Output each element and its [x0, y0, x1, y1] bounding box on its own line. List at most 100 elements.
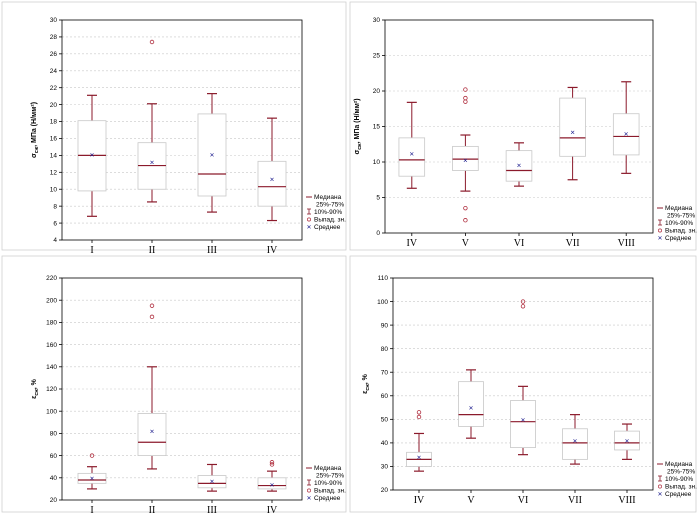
category-label: VIII: [618, 495, 635, 506]
category-label: VI: [518, 495, 529, 506]
legend-label-median: Медиана: [314, 465, 342, 472]
iqr-box: [77, 472, 107, 484]
y-tick-label: 160: [46, 342, 57, 349]
y-tick-label: 20: [50, 102, 58, 109]
y-axis-label: σсж, МПа (Н/мм²): [31, 102, 40, 158]
category-label: III: [207, 245, 217, 256]
y-tick-label: 25: [373, 53, 381, 60]
mean-marker: ✕: [520, 417, 525, 424]
mean-marker: ✕: [570, 130, 575, 137]
mean-marker: ✕: [463, 157, 468, 164]
outlier-point: [520, 299, 526, 304]
box-VIII: VIII ✕: [614, 423, 640, 506]
category-label: IV: [407, 238, 418, 249]
legend-label-whisker: 10%-90%: [665, 220, 693, 227]
y-tick-label: 20: [50, 497, 58, 504]
panel-border: [1, 255, 347, 513]
y-tick-label: 22: [50, 85, 58, 92]
outlier-point: [149, 314, 155, 320]
legend-label-whisker: 10%-90%: [314, 209, 342, 216]
legend-outlier-swatch: [658, 484, 662, 489]
legend-label-outlier: Выпад. зн.: [314, 217, 346, 224]
legend-outlier-swatch: [658, 228, 662, 233]
category-label: II: [149, 505, 156, 515]
y-tick-label: 8: [53, 203, 57, 210]
y-tick-label: 80: [50, 431, 58, 438]
iqr-box: [458, 381, 484, 427]
iqr-box: [197, 475, 227, 489]
outlier-point: [416, 410, 422, 415]
legend-label-mean: Среднее: [665, 491, 692, 498]
legend-label-mean: Среднее: [665, 235, 692, 242]
legend-label-median: Медиана: [665, 205, 693, 212]
panel-border: [349, 1, 697, 251]
y-tick-label: 12: [50, 170, 58, 177]
y-tick-label: 70: [381, 369, 389, 376]
legend-label-mean: Среднее: [314, 495, 341, 502]
y-tick-label: 5: [376, 195, 380, 202]
mean-marker: ✕: [209, 152, 214, 159]
mean-marker: ✕: [572, 438, 577, 445]
y-tick-label: 180: [46, 320, 57, 327]
outlier-point: [416, 414, 422, 420]
panel-border: [349, 255, 697, 513]
y-tick-label: 18: [50, 119, 58, 126]
box-IV: IV ✕: [406, 410, 432, 506]
y-axis-label: εсж, %: [31, 378, 40, 399]
iqr-box: [137, 413, 167, 457]
box-I: I✕: [77, 453, 107, 515]
legend-label-outlier: Выпад. зн.: [665, 228, 697, 235]
y-tick-label: 30: [373, 17, 381, 24]
legend-label-median: Медиана: [314, 194, 342, 201]
outlier-point: [149, 39, 155, 45]
category-label: VI: [514, 238, 525, 249]
legend-label-box: 25%-75%: [316, 202, 344, 209]
box-VII: VII ✕: [562, 414, 588, 506]
outlier-point: [89, 453, 95, 458]
legend-label-outlier: Выпад. зн.: [665, 484, 697, 491]
legend-outlier-swatch: [307, 488, 311, 493]
outlier-point: [463, 99, 468, 104]
legend-label-whisker: 10%-90%: [314, 480, 342, 487]
category-label: III: [207, 505, 217, 515]
mean-marker: ✕: [89, 475, 94, 482]
legend-mean-swatch: ✕: [657, 235, 662, 242]
y-tick-label: 20: [381, 487, 389, 494]
mean-marker: ✕: [624, 438, 629, 445]
legend-mean-swatch: ✕: [306, 224, 311, 231]
box-III: III ✕: [197, 463, 227, 515]
y-axis-label: σсж, МПа (Н/мм²): [354, 98, 363, 154]
mean-marker: ✕: [149, 160, 154, 167]
y-tick-label: 28: [50, 34, 58, 41]
y-tick-label: 60: [381, 393, 389, 400]
mean-marker: ✕: [416, 455, 421, 462]
y-tick-label: 40: [381, 440, 389, 447]
legend-label-box: 25%-75%: [316, 473, 344, 480]
iqr-box: [398, 137, 426, 177]
y-tick-label: 10: [50, 186, 58, 193]
box-IV: IV ✕: [398, 101, 426, 249]
panel-border: [1, 1, 347, 251]
outlier-point: [520, 304, 526, 309]
y-tick-label: 26: [50, 51, 58, 58]
box-VI: VI ✕: [505, 142, 533, 249]
mean-marker: ✕: [209, 479, 214, 486]
category-label: II: [149, 245, 156, 256]
y-tick-label: 20: [373, 88, 381, 95]
category-label: IV: [414, 495, 425, 506]
iqr-box: [257, 160, 287, 207]
box-I: I✕: [77, 94, 107, 256]
y-tick-label: 30: [50, 17, 58, 24]
outlier-point: [463, 95, 468, 101]
category-label: IV: [267, 245, 278, 256]
mean-marker: ✕: [624, 131, 629, 138]
y-tick-label: 6: [53, 220, 57, 227]
legend-label-whisker: 10%-90%: [665, 476, 693, 483]
y-tick-label: 120: [46, 386, 57, 393]
